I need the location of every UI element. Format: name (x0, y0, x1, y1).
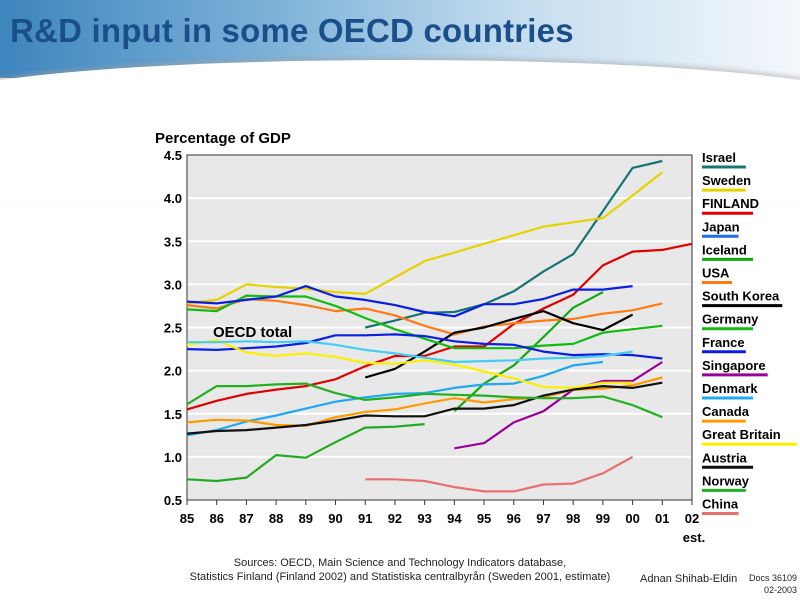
page-title: R&D input in some OECD countries (10, 12, 574, 49)
series-line-finland (186, 242, 693, 411)
series-line-usa (186, 297, 663, 336)
x-tick-label: 88 (269, 511, 283, 526)
legend-label: Austria (702, 450, 748, 465)
y-tick-label: 2.0 (164, 364, 182, 379)
series-line-china (365, 455, 634, 493)
x-tick-label: 85 (180, 511, 194, 526)
x-tick-label: 96 (507, 511, 521, 526)
y-tick-label: 1.0 (164, 450, 182, 465)
x-tick-label: 87 (239, 511, 253, 526)
series-line-sweden (186, 171, 663, 305)
legend-label: Israel (702, 150, 736, 165)
x-tick-label: 89 (299, 511, 313, 526)
legend-label: FINLAND (702, 196, 759, 211)
legend-label: Norway (702, 473, 750, 488)
series-line-singapore (454, 361, 663, 450)
x-tick-label: 95 (477, 511, 491, 526)
x-tick-label: 02 (685, 511, 699, 526)
x-tick-label: 86 (209, 511, 223, 526)
y-tick-label: 4.0 (164, 191, 182, 206)
series-line-great-britain (186, 339, 633, 389)
legend-label: Canada (702, 404, 750, 419)
legend-label: South Korea (702, 289, 780, 304)
oecd-total-annotation: OECD total (213, 324, 292, 341)
legend-label: France (702, 335, 745, 350)
docs-reference: Docs 36109 02-2003 (749, 572, 797, 596)
series-lines (186, 159, 693, 493)
series-line-norway (186, 382, 663, 419)
x-tick-label: 97 (536, 511, 550, 526)
x-tick-label: 91 (358, 511, 372, 526)
x-axis-estimate-note: est. (683, 530, 705, 545)
y-tick-label: 2.5 (164, 321, 182, 336)
legend-label: USA (702, 266, 730, 281)
legend-label: China (702, 497, 739, 512)
docs-date: 02-2003 (763, 585, 797, 595)
series-line-denmark (186, 360, 604, 437)
series-line-iceland (453, 291, 604, 413)
y-tick-label: 3.5 (164, 234, 182, 249)
legend-label: Denmark (702, 381, 758, 396)
y-tick-label: 1.5 (164, 407, 182, 422)
x-tick-label: 01 (655, 511, 669, 526)
x-tick-label: 93 (417, 511, 431, 526)
docs-id: Docs 36109 (748, 573, 797, 583)
series-line-austria (186, 381, 663, 435)
x-tick-label: 99 (596, 511, 610, 526)
legend: Israel Sweden FINLAND Japan Iceland USA South … (702, 150, 797, 515)
y-axis-ticks: 0.5 1.0 1.5 2.0 2.5 3.0 3.5 4.0 4.5 (164, 148, 182, 508)
sources-line-2: Statistics Finland (Finland 2002) and St… (189, 571, 611, 583)
y-tick-label: 3.0 (164, 277, 182, 292)
x-tick-label: 00 (625, 511, 639, 526)
author: Adnan Shihab-Eldin (640, 573, 738, 585)
legend-label: Sweden (702, 173, 751, 188)
legend-label: Great Britain (702, 427, 781, 442)
legend-label: Japan (702, 219, 740, 234)
x-tick-label: 90 (328, 511, 342, 526)
series-line-germany (186, 294, 663, 350)
series-line-south-korea (364, 310, 634, 379)
sources-line-1: Sources: OECD, Main Science and Technolo… (233, 557, 567, 569)
series-line-japan-upper- (186, 285, 633, 318)
y-axis-label: Percentage of GDP (155, 130, 291, 147)
x-tick-label: 94 (447, 511, 462, 526)
y-tick-label: 4.5 (164, 148, 182, 163)
series-line-france (186, 333, 663, 360)
sources-note: Sources: OECD, Main Science and Technolo… (0, 556, 800, 584)
x-tick-label: 98 (566, 511, 580, 526)
series-line-oecd-total-light-blue- (187, 340, 633, 364)
legend-label: Iceland (702, 242, 747, 257)
y-tick-label: 0.5 (164, 493, 182, 508)
legend-label: Singapore (702, 358, 766, 373)
gridlines (188, 197, 691, 458)
legend-label: Germany (702, 312, 759, 327)
x-axis-ticks: 85 86 87 88 89 90 91 92 93 94 95 96 97 98 99 00 01 02 (180, 500, 699, 526)
x-tick-label: 92 (388, 511, 402, 526)
series-line-iceland-early- (186, 423, 425, 483)
series-line-israel (364, 159, 663, 329)
